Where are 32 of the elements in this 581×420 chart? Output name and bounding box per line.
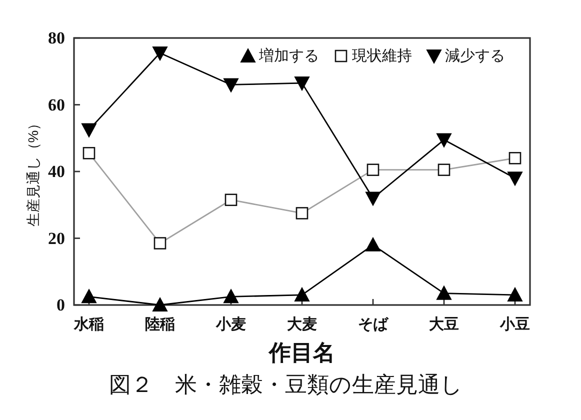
- point: [366, 237, 380, 252]
- x-axis-title: 作目名: [268, 340, 335, 365]
- point: [508, 172, 522, 186]
- point: [366, 192, 380, 206]
- legend-label: 現状維持: [352, 48, 412, 64]
- point: [224, 289, 238, 304]
- text: 図２ 米・雑穀・豆類の生産見通し: [109, 372, 463, 397]
- point: [436, 133, 452, 148]
- y-axis-title: 生産見通し（%）: [25, 116, 41, 227]
- point: [294, 76, 310, 91]
- x-tick-label: 大豆: [429, 316, 459, 333]
- y-tick-label: 40: [48, 162, 65, 181]
- x-tick-label: 小豆: [499, 316, 530, 333]
- point: [82, 289, 96, 304]
- y-tick-label: 80: [48, 28, 65, 48]
- x-tick-label: そば: [358, 316, 389, 333]
- x-tick-label: 水稲: [73, 316, 104, 333]
- point: [508, 287, 522, 302]
- x-tick-label: 大麦: [287, 316, 317, 333]
- point: [152, 46, 168, 61]
- legend-label: 増加する: [258, 48, 319, 64]
- point: [294, 287, 310, 302]
- y-tick-label: 60: [48, 95, 65, 114]
- legend-label: 減少する: [445, 48, 505, 64]
- x-tick-label: 小麦: [215, 316, 246, 333]
- point: [82, 123, 96, 138]
- y-tick-label: 20: [48, 228, 65, 248]
- x-tick-label: 陸稲: [145, 316, 175, 333]
- point: [436, 286, 452, 300]
- point: [152, 298, 168, 312]
- point: [224, 78, 238, 92]
- y-tick-label: 0: [56, 296, 65, 314]
